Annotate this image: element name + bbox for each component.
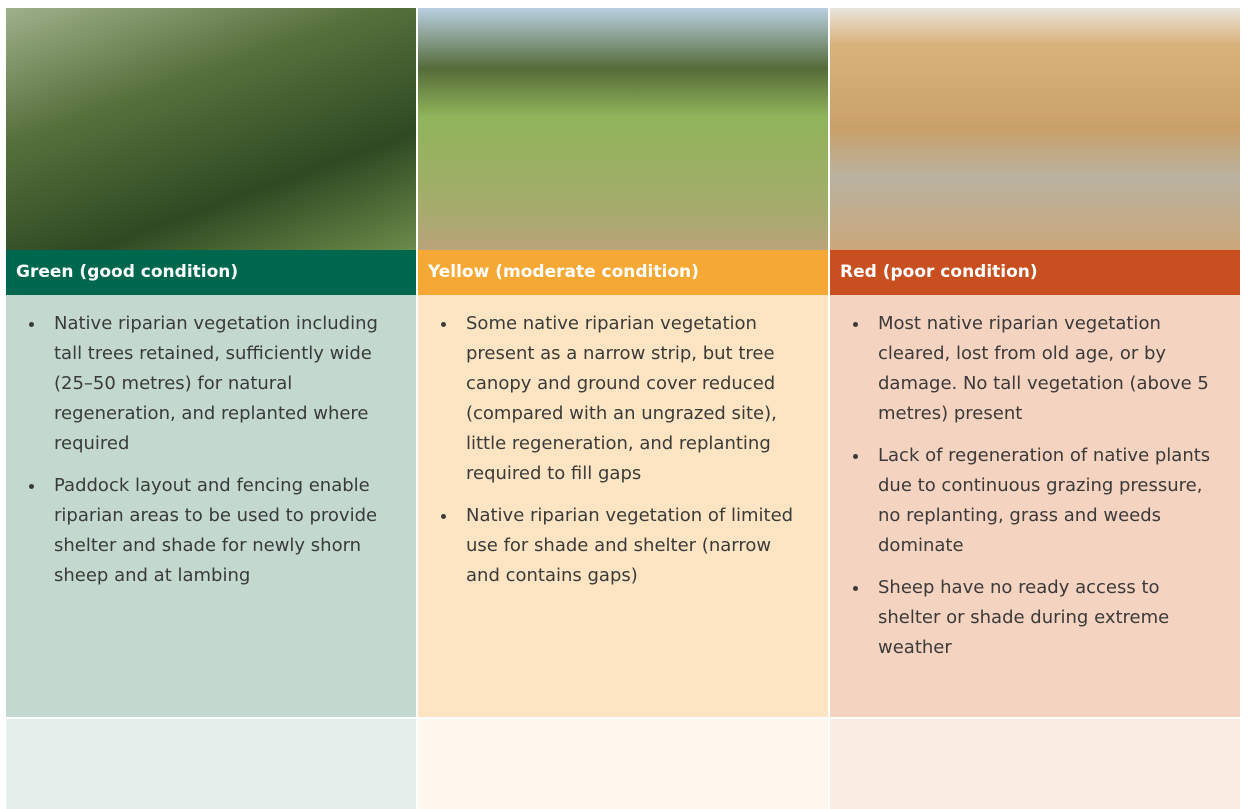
empty-cell <box>6 719 416 809</box>
bullet-item: Sheep have no ready access to shelter or… <box>870 573 1222 663</box>
column: Yellow (moderate condition) Some native r… <box>418 8 828 809</box>
photo <box>6 8 416 250</box>
bullet-list: Some native riparian vegetation present … <box>434 309 810 591</box>
page: Green (good condition) Native riparian ve… <box>0 0 1248 809</box>
bullet-item: Most native riparian vegetation cleared,… <box>870 309 1222 429</box>
condition-table: Green (good condition) Native riparian ve… <box>6 8 1240 809</box>
photo <box>418 8 828 250</box>
empty-cell <box>418 719 828 809</box>
column-body: Most native riparian vegetation cleared,… <box>830 295 1240 717</box>
column: Red (poor condition) Most native riparian… <box>830 8 1240 809</box>
column: Green (good condition) Native riparian ve… <box>6 8 416 809</box>
bullet-item: Native riparian vegetation including tal… <box>46 309 398 459</box>
empty-cell <box>830 719 1240 809</box>
bullet-item: Paddock layout and fencing enable ripari… <box>46 471 398 591</box>
bullet-list: Most native riparian vegetation cleared,… <box>846 309 1222 663</box>
column-body: Native riparian vegetation including tal… <box>6 295 416 717</box>
column-header: Green (good condition) <box>6 250 416 295</box>
bullet-item: Native riparian vegetation of limited us… <box>458 501 810 591</box>
bullet-item: Some native riparian vegetation present … <box>458 309 810 489</box>
column-body: Some native riparian vegetation present … <box>418 295 828 717</box>
bullet-item: Lack of regeneration of native plants du… <box>870 441 1222 561</box>
column-header: Yellow (moderate condition) <box>418 250 828 295</box>
bullet-list: Native riparian vegetation including tal… <box>22 309 398 591</box>
column-header: Red (poor condition) <box>830 250 1240 295</box>
photo <box>830 8 1240 250</box>
